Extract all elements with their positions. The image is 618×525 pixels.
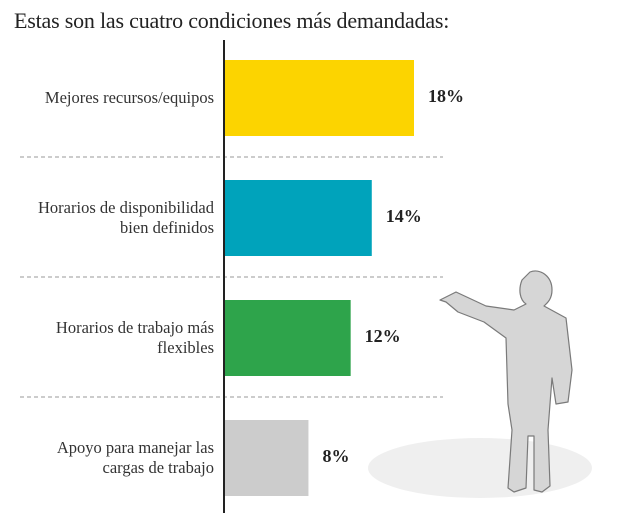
value-label-3: 12% xyxy=(364,326,401,346)
bar-2 xyxy=(224,180,372,256)
value-label-2: 14% xyxy=(385,206,422,226)
category-label-line: flexibles xyxy=(157,338,214,357)
bar-3 xyxy=(224,300,351,376)
presenter-figure-icon xyxy=(368,270,592,498)
category-label-line: Horarios de trabajo más xyxy=(55,318,214,337)
category-label-3: Horarios de trabajo más flexibles xyxy=(2,318,214,358)
category-label-1: Mejores recursos/equipos xyxy=(2,88,214,108)
bar-1 xyxy=(224,60,414,136)
value-label-1: 18% xyxy=(428,86,464,106)
category-label-2: Horarios de disponibilidad bien definidos xyxy=(2,198,214,238)
category-label-line: Horarios de disponibilidad xyxy=(38,198,214,217)
category-label-line: Mejores recursos/equipos xyxy=(44,88,214,107)
chart-title: Estas son las cuatro condiciones más dem… xyxy=(14,8,450,33)
category-label-4: Apoyo para manejar las cargas de trabajo xyxy=(2,438,214,478)
category-label-line: cargas de trabajo xyxy=(102,458,214,477)
category-label-line: bien definidos xyxy=(120,218,214,237)
bar-4 xyxy=(224,420,309,496)
category-label-line: Apoyo para manejar las xyxy=(56,438,214,457)
value-label-4: 8% xyxy=(322,446,350,466)
